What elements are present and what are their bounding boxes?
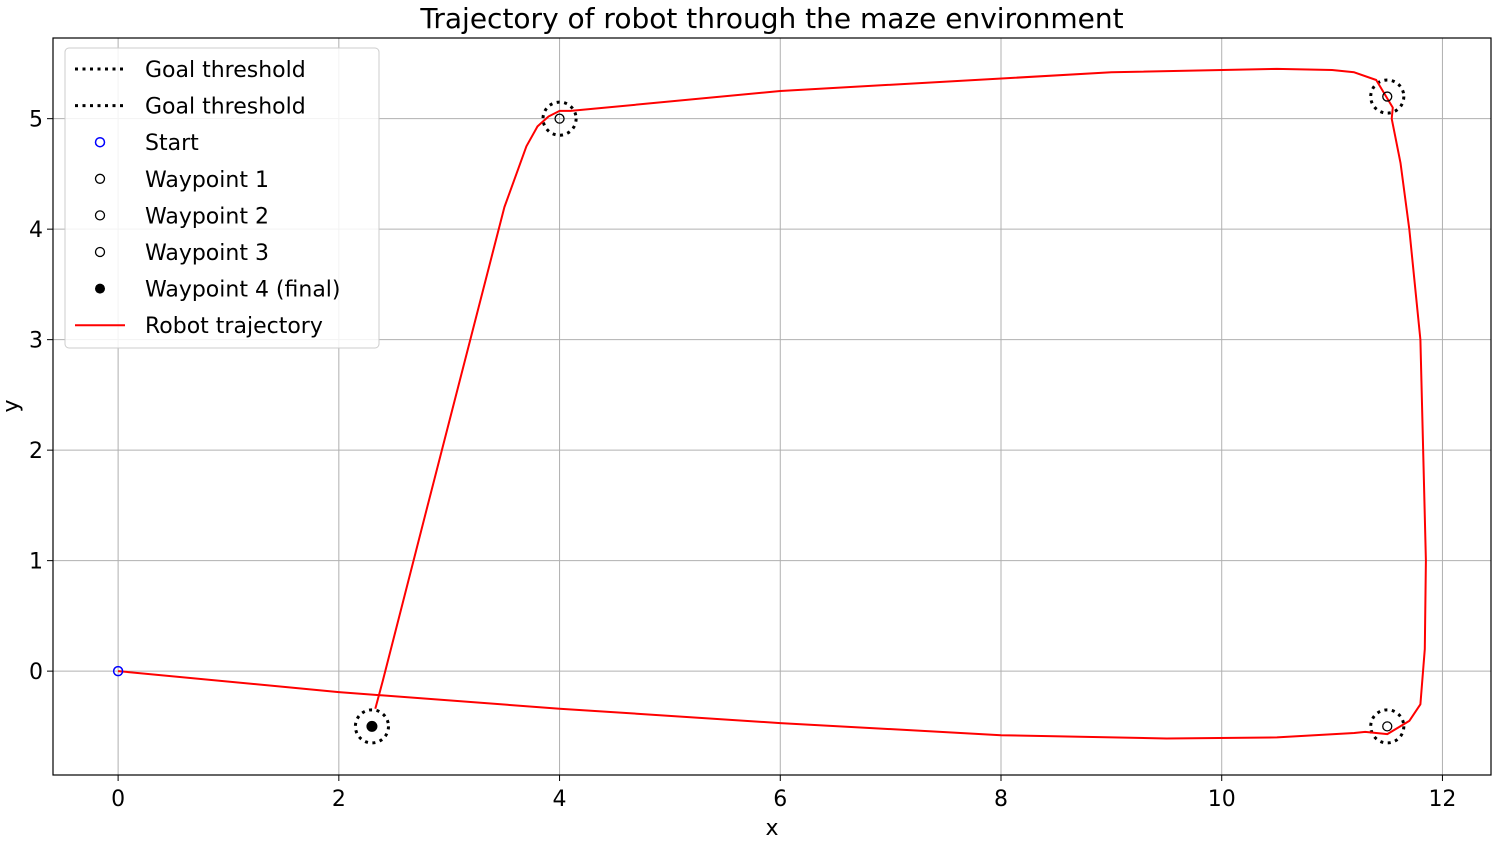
legend-handle-waypoint: [94, 246, 106, 258]
legend-handle-waypoint: [94, 210, 106, 221]
legend-handle-final-waypoint: [95, 283, 105, 294]
legend-entry-label: Waypoint 4 (final): [145, 278, 341, 303]
chart-title: Trajectory of robot through the maze env…: [419, 2, 1123, 35]
axes-frame: [52, 37, 1492, 776]
start-marker: [112, 665, 124, 677]
legend-entry-label: Waypoint 1: [145, 168, 269, 193]
goal-threshold-circle-2: [1369, 78, 1406, 115]
goal-threshold-circle-1: [541, 100, 578, 137]
plot-area: [112, 67, 1427, 745]
x-tick-label: 2: [332, 787, 346, 812]
legend-entry-label: Waypoint 2: [145, 204, 269, 229]
y-tick-label: 1: [29, 550, 43, 575]
legend-entry-label: Goal threshold: [145, 58, 306, 83]
x-tick-label: 10: [1208, 787, 1236, 812]
y-tick-label: 3: [29, 329, 43, 354]
waypoint-marker-3: [1382, 721, 1393, 732]
waypoint-marker-2: [1382, 91, 1393, 102]
x-tick-label: 6: [773, 787, 787, 812]
robot-trajectory-line: [118, 67, 1427, 740]
legend-entry-label: Robot trajectory: [145, 314, 323, 339]
goal-threshold-circle-3: [1369, 708, 1406, 745]
y-tick-label: 2: [29, 439, 43, 464]
x-tick-label: 12: [1428, 787, 1456, 812]
legend-handle-waypoint: [94, 173, 106, 184]
x-tick-label: 0: [111, 787, 125, 812]
y-axis-label: y: [0, 399, 24, 412]
goal-threshold-circle-4: [353, 708, 390, 745]
legend-entry-label: Goal threshold: [145, 95, 306, 120]
y-tick-label: 0: [29, 660, 43, 685]
x-tick-label: 4: [553, 787, 567, 812]
legend: Goal threshold Goal threshold Start Waypoin…: [64, 47, 380, 349]
waypoint-marker-4: [366, 720, 378, 732]
legend-handle-start: [94, 136, 106, 148]
x-axis-label: x: [765, 816, 778, 841]
x-tick-label: 8: [994, 787, 1008, 812]
legend-entry-label: Start: [145, 131, 199, 156]
y-tick-label: 5: [29, 108, 43, 133]
legend-box: [64, 47, 380, 349]
waypoint-marker-1: [554, 113, 565, 124]
legend-entry-label: Waypoint 3: [145, 241, 269, 266]
y-tick-label: 4: [29, 218, 43, 243]
